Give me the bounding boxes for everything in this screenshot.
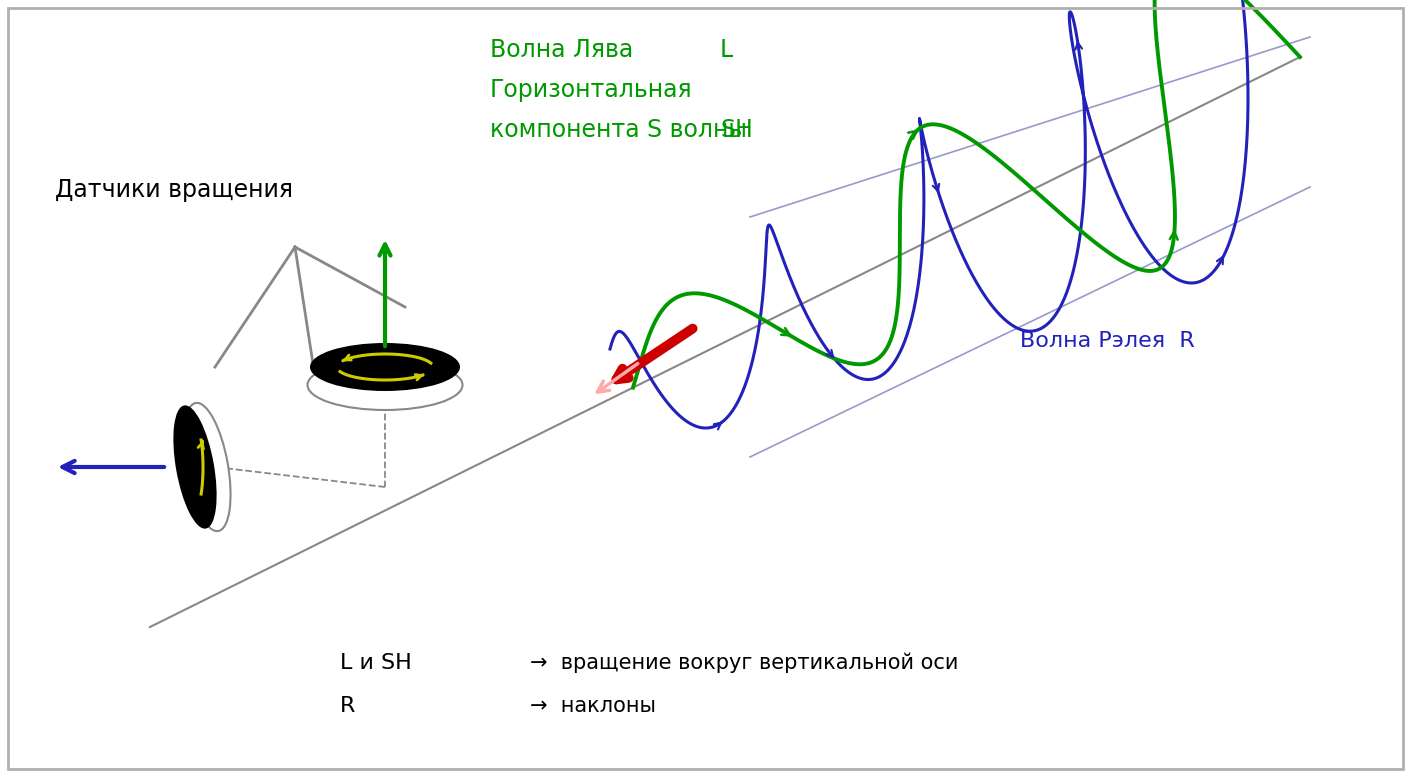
Text: Волна Лява: Волна Лява <box>490 38 634 62</box>
Text: L и SH: L и SH <box>340 653 412 673</box>
Text: Датчики вращения: Датчики вращения <box>55 178 293 202</box>
Ellipse shape <box>174 406 217 528</box>
Text: Горизонтальная: Горизонтальная <box>490 78 693 102</box>
Text: SH: SH <box>720 118 753 142</box>
Text: L: L <box>720 38 734 62</box>
Text: R: R <box>340 696 356 716</box>
Text: →  наклоны: → наклоны <box>531 696 656 716</box>
Ellipse shape <box>308 360 463 410</box>
Ellipse shape <box>310 343 460 391</box>
Ellipse shape <box>183 403 230 531</box>
Text: Волна Рэлея  R: Волна Рэлея R <box>1020 331 1195 351</box>
Text: →  вращение вокруг вертикальной оси: → вращение вокруг вертикальной оси <box>531 653 958 673</box>
Text: компонента S волны: компонента S волны <box>490 118 746 142</box>
